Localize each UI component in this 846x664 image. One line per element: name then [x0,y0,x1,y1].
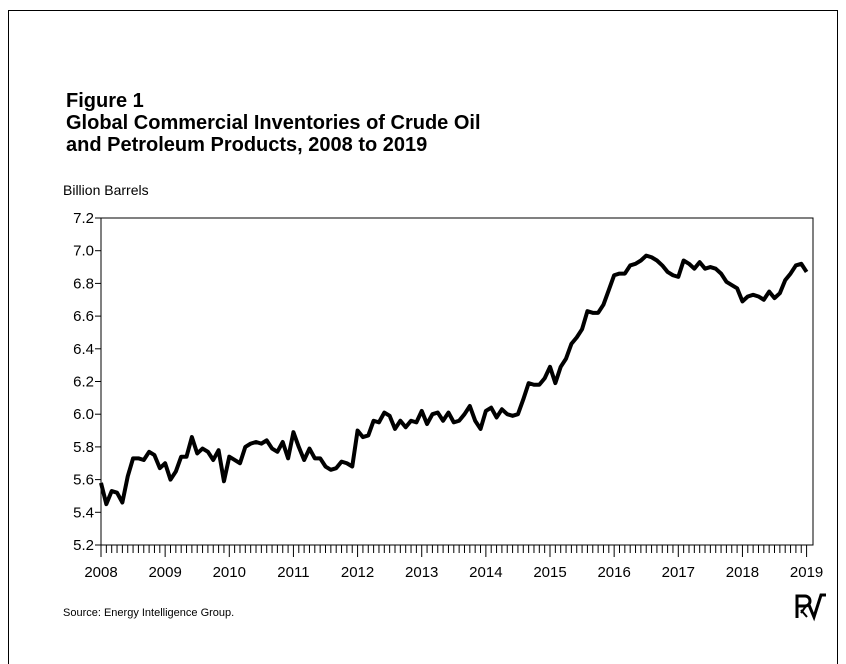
source-note: Source: Energy Intelligence Group. [63,607,234,619]
x-tick-label: 2019 [790,564,823,581]
y-tick-label: 7.0 [73,243,94,260]
y-axis-label: Billion Barrels [63,182,149,198]
data-line [99,253,809,507]
frame [8,10,838,664]
chart-title: Global Commercial Inventories of Crude O… [66,112,481,134]
y-tick-label: 5.2 [73,537,94,554]
x-tick-label: 2008 [84,564,117,581]
logo [795,593,826,622]
x-tick-label: 2009 [148,564,181,581]
y-tick-label: 6.4 [73,341,94,358]
x-tick-label: 2010 [213,564,246,581]
x-tick-label: 2011 [277,564,309,581]
x-tick-label: 2013 [405,564,438,581]
figure-label: Figure 1 [66,90,144,112]
chart-title: and Petroleum Products, 2008 to 2019 [66,134,427,156]
x-tick-label: 2015 [533,564,566,581]
y-tick-label: 6.8 [73,275,94,292]
x-tick-label: 2018 [726,564,759,581]
y-tick-label: 5.8 [73,439,94,456]
y-tick-label: 5.4 [73,504,94,521]
y-tick-label: 6.2 [73,374,94,391]
x-tick-label: 2014 [469,564,502,581]
y-tick-label: 6.0 [73,406,94,423]
y-tick-label: 5.6 [73,472,94,489]
x-tick-label: 2017 [662,564,695,581]
y-tick-label: 7.2 [73,210,94,227]
y-tick-label: 6.6 [73,308,94,325]
x-tick-label: 2012 [341,564,374,581]
x-tick-label: 2016 [597,564,630,581]
